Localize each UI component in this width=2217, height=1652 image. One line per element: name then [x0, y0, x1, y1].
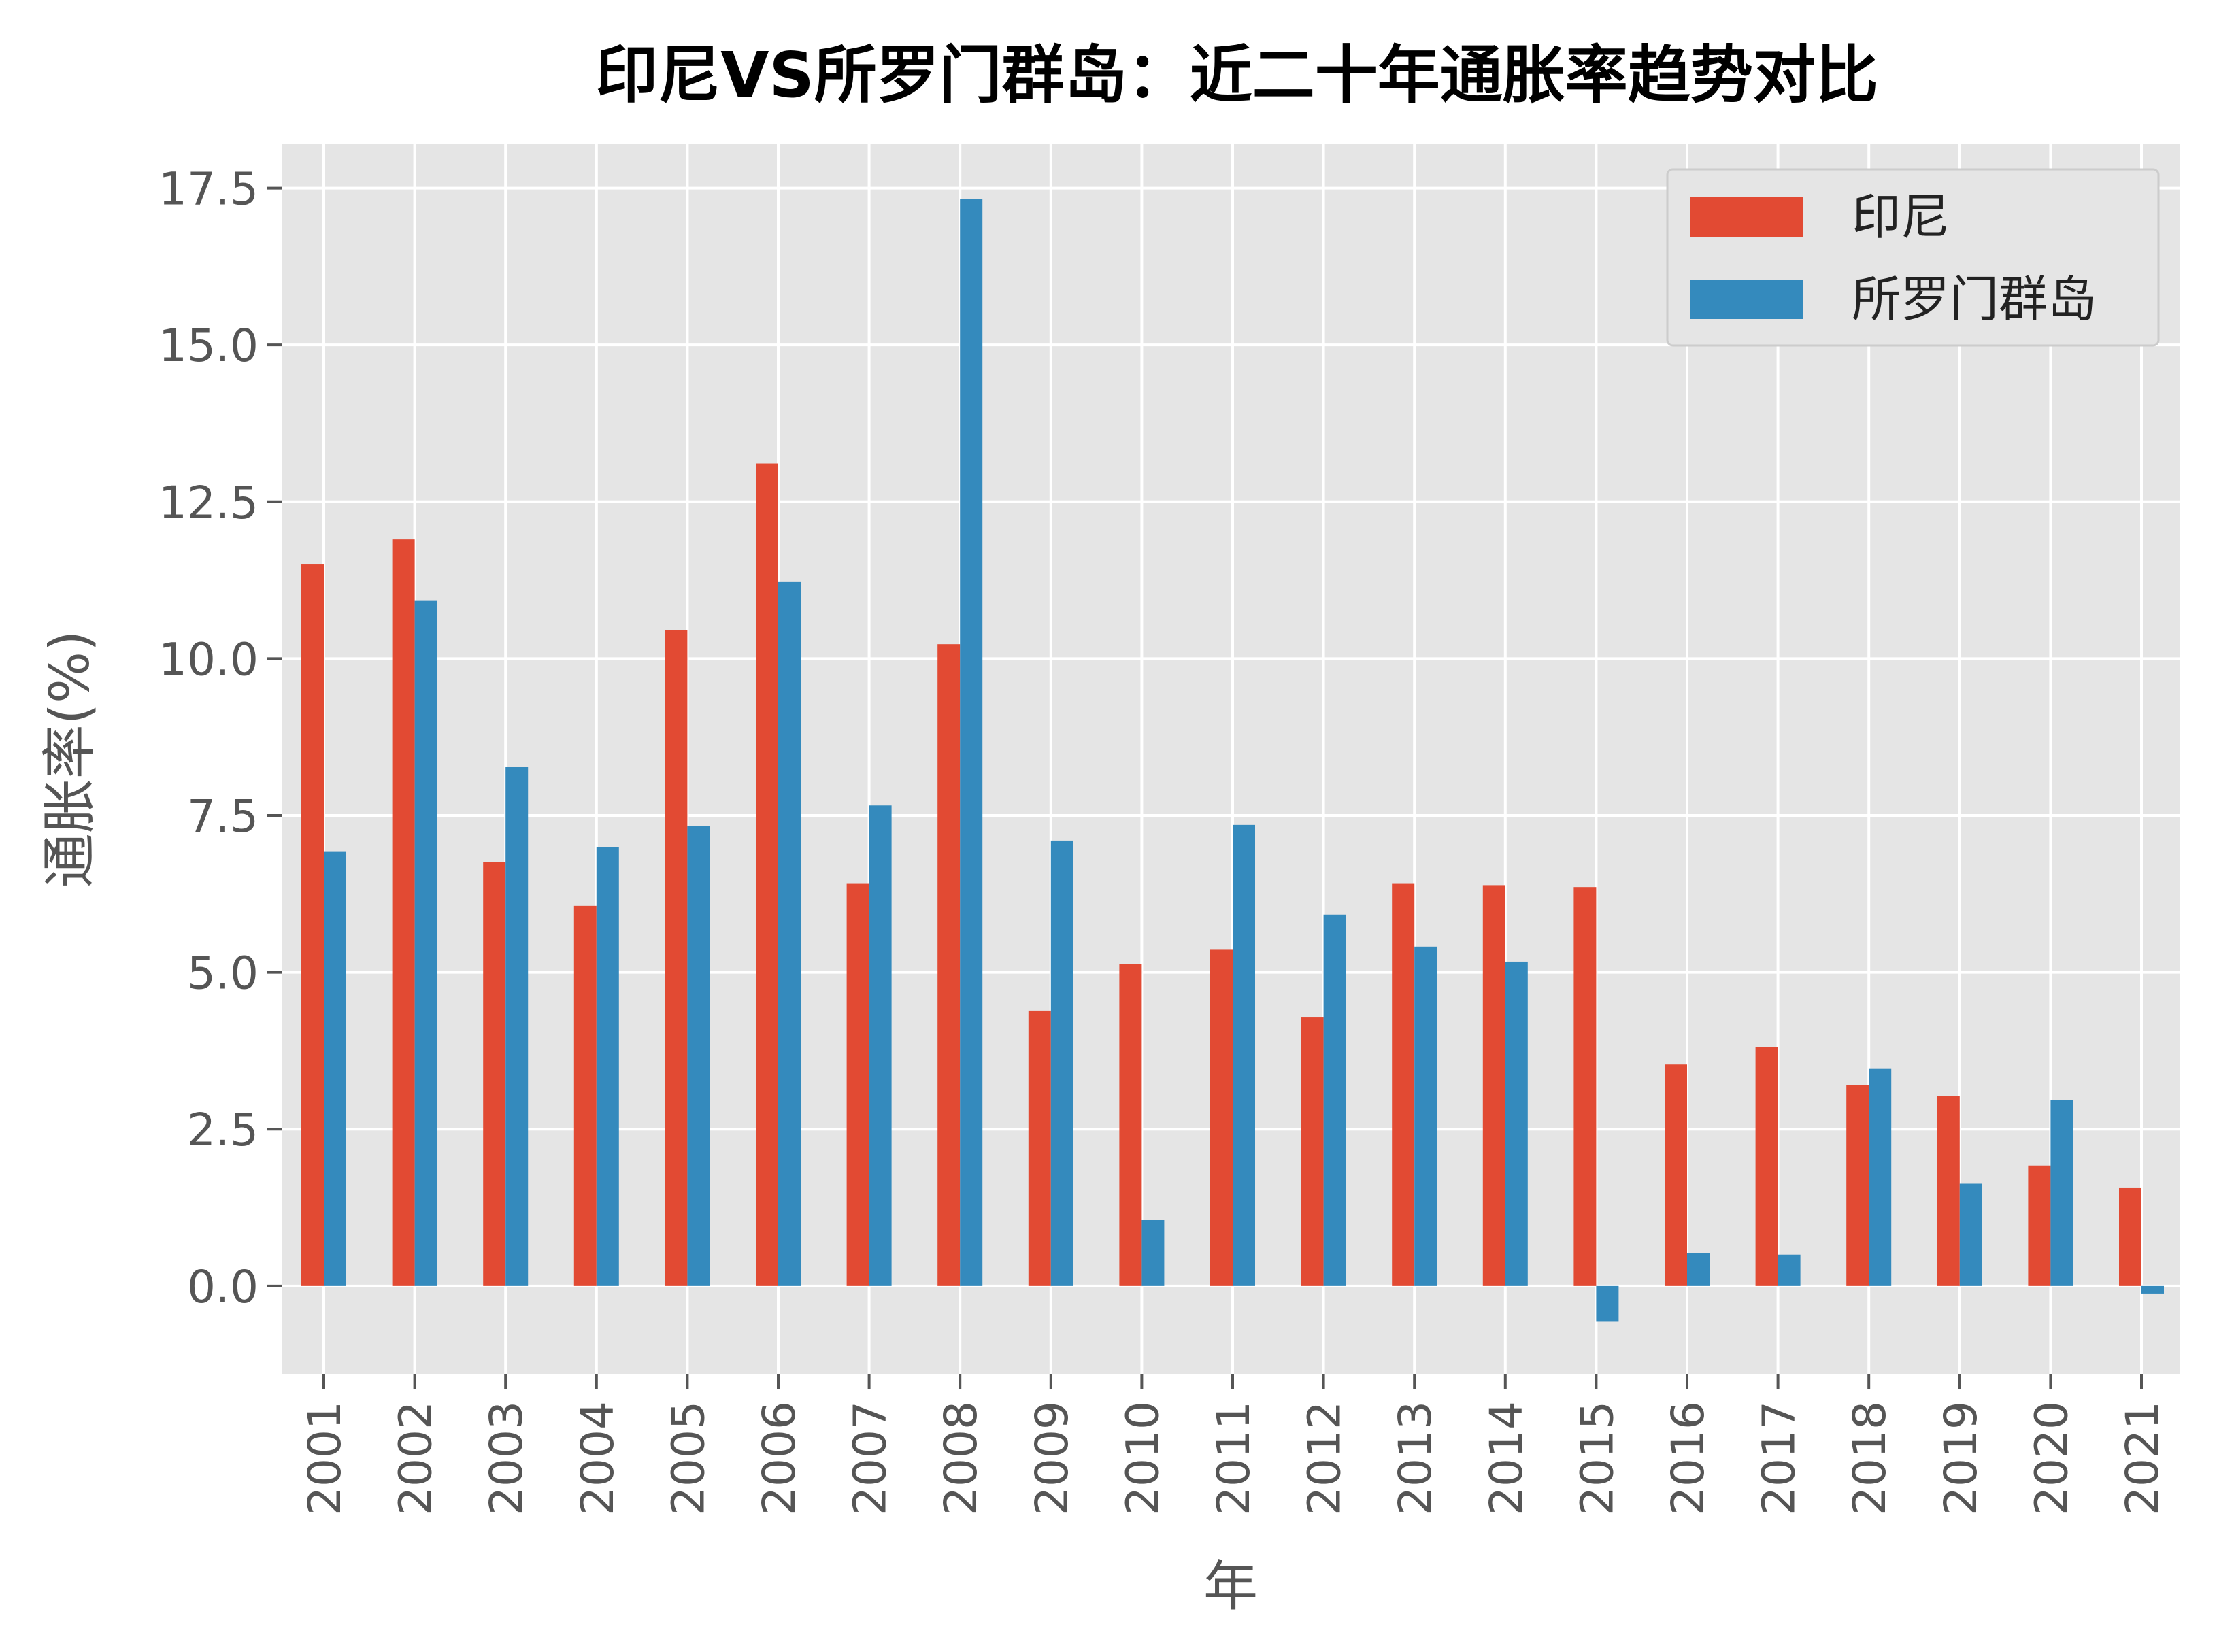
bar-indonesia-2012 — [1301, 1017, 1324, 1286]
bar-solomon-islands-2017 — [1778, 1254, 1801, 1286]
bar-indonesia-2018 — [1846, 1085, 1869, 1286]
legend-swatch-indonesia — [1690, 197, 1803, 237]
chart-title: 印尼VS所罗门群岛：近二十年通胀率趋势对比 — [595, 39, 1878, 112]
bar-indonesia-2001 — [301, 564, 324, 1286]
bar-indonesia-2014 — [1482, 885, 1505, 1286]
bar-solomon-islands-2011 — [1233, 824, 1255, 1286]
bar-solomon-islands-2006 — [778, 581, 801, 1286]
bar-solomon-islands-2007 — [869, 805, 892, 1286]
bar-solomon-islands-2001 — [324, 851, 346, 1286]
x-axis-ticks: 2001 2002 2003 2004 2005 2006 2007 2008 2009 2010… — [299, 1374, 2169, 1515]
x-tick-label: 2020 — [2025, 1401, 2078, 1515]
y-tick-label: 2.5 — [187, 1104, 259, 1156]
bar-solomon-islands-2016 — [1687, 1253, 1710, 1286]
bar-solomon-islands-2020 — [2050, 1100, 2073, 1286]
x-tick-label: 2015 — [1571, 1401, 1623, 1515]
bar-solomon-islands-2012 — [1323, 914, 1346, 1286]
bar-solomon-islands-2005 — [687, 826, 710, 1286]
bar-solomon-islands-2003 — [505, 766, 529, 1286]
legend: 印尼 所罗门群岛 — [1666, 168, 2160, 347]
x-tick-label: 2003 — [480, 1401, 533, 1515]
y-tick-label: 10.0 — [159, 633, 259, 686]
bar-indonesia-2006 — [756, 463, 778, 1286]
bar-indonesia-2003 — [483, 862, 506, 1286]
bar-indonesia-2019 — [1937, 1096, 1960, 1286]
bar-indonesia-2002 — [392, 539, 415, 1286]
x-tick-label: 2014 — [1480, 1401, 1533, 1515]
x-tick-label: 2018 — [1844, 1401, 1896, 1515]
x-tick-label: 2016 — [1662, 1401, 1714, 1515]
x-tick-label: 2010 — [1116, 1401, 1169, 1515]
bar-indonesia-2017 — [1755, 1047, 1778, 1286]
x-tick-label: 2021 — [2116, 1401, 2169, 1515]
x-tick-label: 2009 — [1026, 1401, 1078, 1515]
y-tick-label: 17.5 — [159, 163, 259, 216]
y-tick-label: 15.0 — [159, 320, 259, 372]
y-tick-label: 7.5 — [187, 790, 259, 843]
legend-swatch-solomon — [1690, 280, 1803, 319]
bar-indonesia-2007 — [846, 883, 869, 1286]
x-tick-label: 2006 — [753, 1401, 805, 1515]
x-tick-label: 2011 — [1207, 1401, 1260, 1515]
x-tick-label: 2005 — [662, 1401, 714, 1515]
bar-solomon-islands-2013 — [1414, 946, 1437, 1286]
x-tick-label: 2004 — [571, 1401, 624, 1515]
bar-solomon-islands-2021 — [2141, 1285, 2164, 1294]
bar-indonesia-2010 — [1119, 964, 1142, 1286]
x-tick-label: 2008 — [935, 1401, 987, 1515]
bar-indonesia-2021 — [2119, 1187, 2141, 1286]
bar-solomon-islands-2014 — [1505, 961, 1528, 1286]
y-tick-label: 5.0 — [187, 947, 259, 1000]
x-tick-label: 2002 — [390, 1401, 442, 1515]
bar-indonesia-2020 — [2028, 1165, 2051, 1286]
bar-solomon-islands-2009 — [1050, 840, 1073, 1286]
bar-solomon-islands-2010 — [1141, 1220, 1165, 1286]
y-axis-label: 通胀率(%) — [38, 630, 101, 888]
y-tick-label: 0.0 — [187, 1261, 259, 1313]
x-tick-label: 2013 — [1389, 1401, 1441, 1515]
bar-indonesia-2009 — [1028, 1010, 1051, 1286]
x-tick-label: 2019 — [1935, 1401, 1987, 1515]
x-tick-label: 2012 — [1299, 1401, 1351, 1515]
bar-solomon-islands-2015 — [1596, 1285, 1619, 1322]
x-tick-label: 2007 — [844, 1401, 897, 1515]
bars — [301, 199, 2164, 1322]
bar-solomon-islands-2018 — [1869, 1068, 1892, 1286]
bar-indonesia-2013 — [1392, 883, 1415, 1286]
x-tick-label: 2017 — [1753, 1401, 1805, 1515]
bar-solomon-islands-2019 — [1959, 1183, 1982, 1286]
y-tick-label: 12.5 — [159, 477, 259, 529]
bar-indonesia-2016 — [1665, 1064, 1687, 1286]
bar-indonesia-2015 — [1573, 887, 1597, 1286]
x-tick-label: 2001 — [299, 1401, 351, 1515]
bar-indonesia-2004 — [573, 905, 597, 1286]
bar-indonesia-2011 — [1210, 949, 1233, 1286]
y-axis-ticks: 0.0 2.5 5.0 7.5 10.0 12.5 15.0 17.5 — [159, 163, 282, 1313]
bar-indonesia-2005 — [665, 630, 688, 1286]
bar-solomon-islands-2002 — [414, 600, 437, 1286]
bar-indonesia-2008 — [937, 644, 961, 1286]
bar-solomon-islands-2008 — [960, 199, 983, 1286]
x-axis-label: 年 — [1203, 1555, 1258, 1618]
legend-label-solomon: 所罗门群岛 — [1852, 271, 2097, 328]
legend-label-indonesia: 印尼 — [1852, 188, 1950, 246]
bar-solomon-islands-2004 — [596, 847, 619, 1286]
